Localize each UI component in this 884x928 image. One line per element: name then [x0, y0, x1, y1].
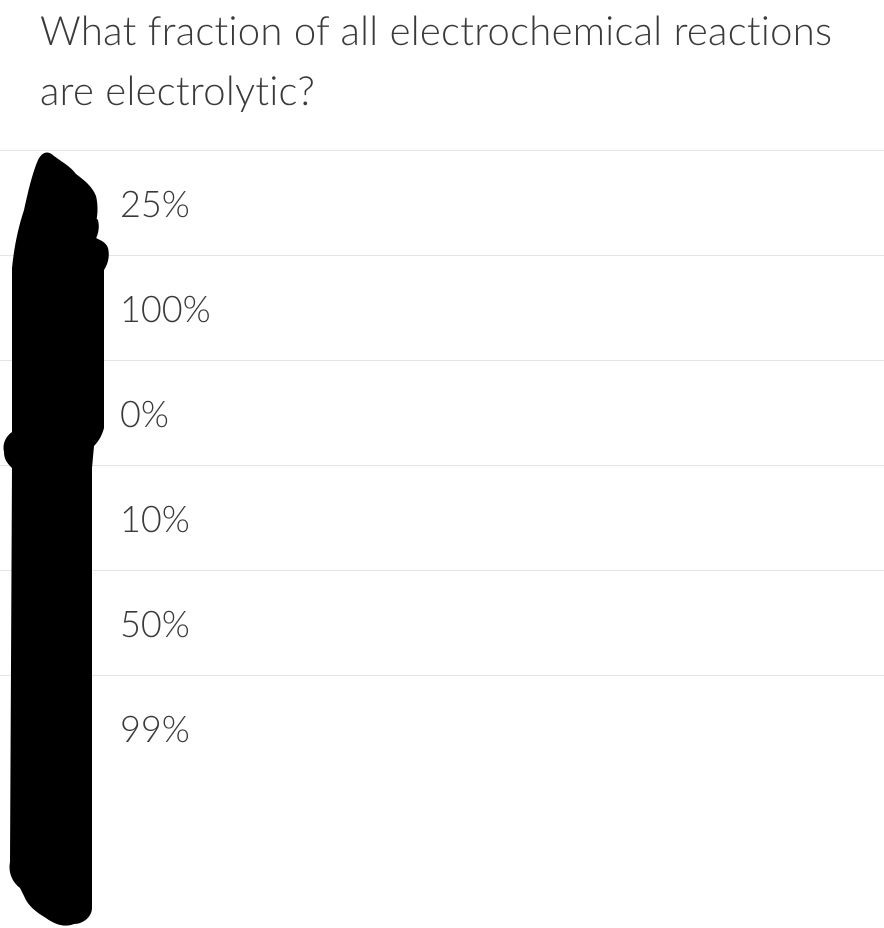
option-label: 10%: [120, 496, 190, 540]
option-row[interactable]: 0%: [0, 360, 884, 465]
option-label: 99%: [120, 706, 190, 750]
question-text: What fraction of all electrochemical rea…: [0, 0, 884, 150]
option-row[interactable]: 10%: [0, 465, 884, 570]
options-container: 25% 100% 0% 10% 50% 99%: [0, 150, 884, 780]
option-row[interactable]: 100%: [0, 255, 884, 360]
option-label: 0%: [120, 391, 169, 435]
option-label: 50%: [120, 601, 190, 645]
option-row[interactable]: 99%: [0, 675, 884, 780]
option-row[interactable]: 25%: [0, 150, 884, 255]
option-row[interactable]: 50%: [0, 570, 884, 675]
option-label: 25%: [120, 181, 190, 225]
option-label: 100%: [120, 286, 211, 330]
